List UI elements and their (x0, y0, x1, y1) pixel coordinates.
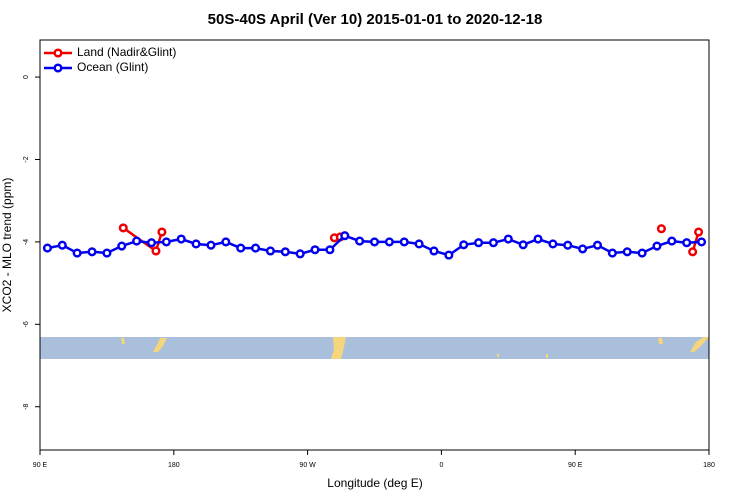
y-tick-label: -6 (23, 321, 30, 327)
point (578, 244, 588, 254)
point (667, 236, 677, 246)
point (87, 247, 97, 257)
point (563, 240, 573, 250)
point (146, 238, 157, 248)
point (221, 237, 231, 247)
point (533, 234, 543, 244)
y-tick-label: 0 (23, 75, 30, 79)
x-tick-label: 90 E (33, 462, 48, 469)
point (384, 237, 394, 247)
point (518, 240, 528, 250)
point (280, 247, 290, 257)
point (191, 239, 201, 249)
legend-label: Ocean (Glint) (77, 60, 148, 74)
y-axis-label: XCO2 - MLO trend (ppm) (0, 178, 14, 313)
x-axis-label: Longitude (deg E) (327, 476, 422, 490)
point (118, 223, 128, 233)
point (429, 246, 439, 256)
point (652, 241, 662, 251)
plot-frame (39, 39, 710, 451)
point (161, 237, 171, 247)
legend-marker (53, 63, 63, 73)
point (310, 245, 320, 255)
y-tick-label: -4 (23, 239, 30, 245)
y-tick-label: -2 (23, 156, 30, 162)
x-tick-label: 90 W (299, 462, 316, 469)
point (656, 224, 666, 234)
map-strip (40, 337, 709, 359)
y-tick-label: -8 (23, 404, 30, 410)
point (414, 239, 424, 249)
point (157, 227, 167, 237)
legend-marker (53, 48, 63, 58)
point (503, 234, 513, 244)
point (694, 227, 704, 237)
point (102, 248, 112, 258)
ocean-band (40, 337, 709, 359)
point (399, 237, 409, 247)
x-tick-label: 0 (439, 462, 443, 469)
point (265, 246, 275, 256)
x-tick-label: 90 E (568, 462, 583, 469)
point (57, 240, 67, 250)
point (355, 236, 365, 246)
point (548, 239, 558, 249)
point (151, 246, 161, 256)
point (622, 247, 632, 257)
point (592, 240, 603, 250)
point (176, 234, 186, 244)
legend-label: Land (Nadir&Glint) (77, 45, 176, 59)
x-tick-label: 180 (703, 462, 715, 469)
point (340, 231, 350, 241)
point (459, 240, 469, 250)
point (488, 238, 498, 248)
point (132, 236, 142, 246)
point (236, 243, 246, 253)
chart-title: 50S-40S April (Ver 10) 2015-01-01 to 202… (208, 11, 543, 28)
point (637, 248, 647, 258)
point (206, 240, 216, 250)
x-tick-label: 180 (168, 462, 180, 469)
point (444, 250, 454, 260)
point (72, 248, 82, 258)
point (688, 247, 698, 257)
point (369, 237, 380, 247)
point (682, 238, 692, 248)
point (474, 238, 484, 248)
point (697, 237, 707, 247)
point (325, 245, 335, 255)
point (607, 248, 617, 258)
point (42, 243, 52, 253)
point (251, 243, 261, 253)
point (295, 249, 305, 259)
point (117, 241, 127, 251)
